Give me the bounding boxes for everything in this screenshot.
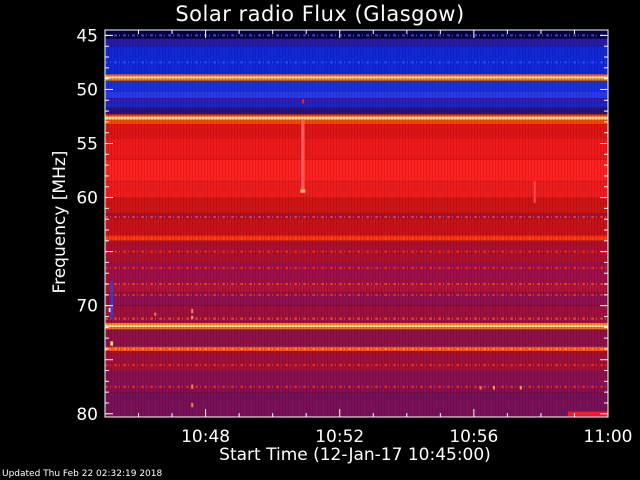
burst-feature	[519, 386, 522, 390]
burst-feature	[191, 384, 194, 389]
burst-feature	[302, 99, 305, 104]
burst-feature	[191, 315, 194, 320]
burst-feature	[191, 402, 194, 408]
x-tick-label: 10:48	[181, 427, 230, 447]
x-tick-label: 10:56	[449, 427, 498, 447]
y-tick-label: 55	[76, 135, 98, 155]
x-axis-label: Start Time (12-Jan-17 10:45:00)	[219, 445, 491, 465]
streak-texture	[105, 30, 608, 417]
y-tick-label: 45	[76, 26, 98, 46]
y-tick-label: 60	[76, 189, 98, 209]
burst-feature	[110, 341, 114, 346]
chart-title: Solar radio Flux (Glasgow)	[175, 2, 465, 26]
burst-feature	[300, 189, 306, 193]
axes: 10:48 10:52 10:56 11:00 45 50 55 60 70 80	[76, 26, 632, 447]
burst-feature	[533, 181, 536, 203]
burst-feature	[479, 386, 482, 390]
y-tick-label: 70	[76, 297, 98, 317]
x-tick-label: 10:52	[315, 427, 364, 447]
burst-feature	[108, 307, 112, 313]
burst-feature	[154, 312, 157, 316]
burst-feature	[567, 411, 608, 416]
updated-timestamp: Updated Thu Feb 22 02:32:19 2018	[2, 469, 163, 479]
burst-feature	[492, 386, 495, 390]
plot-area	[105, 30, 608, 417]
x-tick-label: 11:00	[584, 427, 633, 447]
burst-feature	[110, 281, 114, 320]
burst-feature	[301, 119, 305, 190]
plot-frame	[104, 29, 609, 418]
y-tick-label: 80	[76, 405, 98, 425]
burst-feature	[191, 308, 194, 314]
y-tick-label: 50	[76, 80, 98, 100]
